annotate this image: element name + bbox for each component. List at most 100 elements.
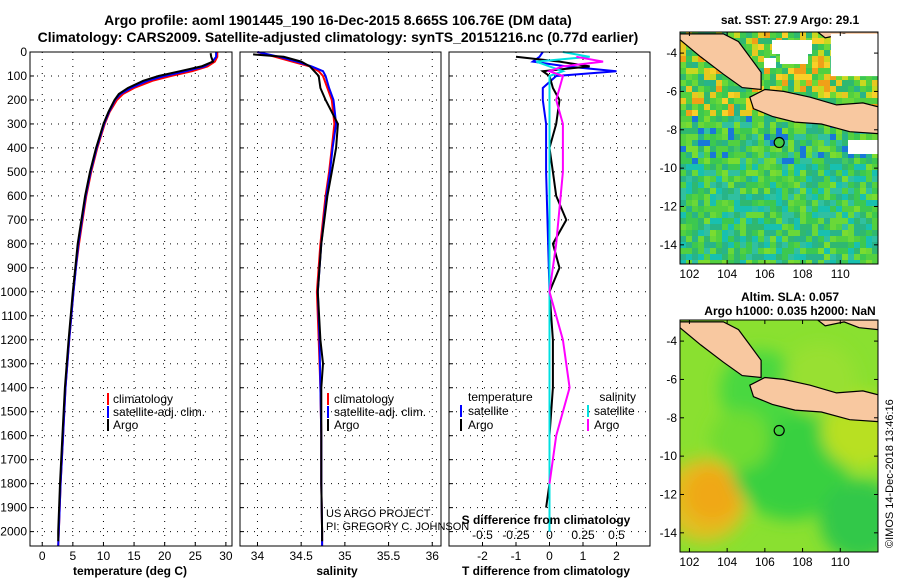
sst-cell [800, 182, 806, 188]
sst-cell [800, 248, 806, 254]
sst-cell [716, 110, 722, 116]
sst-cell [728, 248, 734, 254]
sst-cell [788, 224, 794, 230]
sst-cell [770, 122, 776, 128]
sst-cell [734, 182, 740, 188]
map-y-tick-label: -10 [660, 449, 678, 463]
sla-blob [820, 480, 878, 552]
sst-cell [830, 224, 836, 230]
sst-cell [842, 146, 848, 152]
sst-cell [752, 110, 758, 116]
sst-cell [704, 188, 710, 194]
sst-cell [782, 128, 788, 134]
sst-cell [692, 170, 698, 176]
sst-cell [824, 128, 830, 134]
sst-cell [866, 248, 872, 254]
sst-cell [710, 74, 716, 80]
sst-cell [722, 176, 728, 182]
sst-cell [728, 122, 734, 128]
sst-cell [722, 86, 728, 92]
sst-cell [740, 110, 746, 116]
sst-cell [698, 98, 704, 104]
sst-cell [818, 206, 824, 212]
sst-cell [698, 68, 704, 74]
sst-cell [680, 212, 686, 218]
sst-cell [716, 224, 722, 230]
sst-cell [812, 218, 818, 224]
sst-cell [710, 104, 716, 110]
sst-cell [728, 224, 734, 230]
sst-cell [788, 260, 794, 264]
sst-cell [752, 32, 758, 38]
sst-cell [812, 164, 818, 170]
sst-cell [872, 194, 878, 200]
sst-cell [716, 74, 722, 80]
sst-cell [812, 62, 818, 68]
sst-cell [860, 158, 866, 164]
sst-cell [776, 32, 782, 38]
sst-cell [704, 122, 710, 128]
sst-cell [806, 170, 812, 176]
sst-cell [788, 182, 794, 188]
sst-cell [812, 86, 818, 92]
sst-cell [788, 254, 794, 260]
sst-cell [812, 134, 818, 140]
sst-cell [740, 140, 746, 146]
sst-cell [770, 200, 776, 206]
sst-cell [752, 230, 758, 236]
sst-cell [812, 68, 818, 74]
sst-cell [872, 248, 878, 254]
sst-cell [710, 68, 716, 74]
sst-cell [746, 110, 752, 116]
imos-stamp: ©IMOS 14-Dec-2018 13:46:16 [884, 399, 896, 548]
sst-cell [728, 116, 734, 122]
sst-cell [812, 224, 818, 230]
sst-cell [860, 86, 866, 92]
sst-cell [866, 260, 872, 264]
salinity-panel: 34 34.5 35 35.5 36 [239, 51, 442, 563]
sst-cell [860, 98, 866, 104]
sst-cell [764, 242, 770, 248]
sst-cell [806, 194, 812, 200]
sst-cell [752, 56, 758, 62]
sst-cell [782, 230, 788, 236]
sst-cell [848, 242, 854, 248]
sst-cell [860, 164, 866, 170]
sst-cell [848, 206, 854, 212]
sst-cell [764, 32, 770, 38]
sst-cell [854, 98, 860, 104]
salinity-legend: climatology satellite-adj. clim. Argo [327, 392, 426, 432]
sst-cell [722, 140, 728, 146]
sst-cell [698, 206, 704, 212]
x-tick-label: 2 [613, 549, 620, 563]
sst-cell [770, 242, 776, 248]
x-tick-label: 25 [189, 549, 203, 563]
sst-cell [872, 218, 878, 224]
sst-cell [854, 74, 860, 80]
map-x-tick-label: 104 [717, 267, 737, 281]
x-tick-label: 5 [70, 549, 77, 563]
sst-cell [824, 158, 830, 164]
sst-cell [794, 230, 800, 236]
sst-cell [800, 206, 806, 212]
sst-cell [728, 32, 734, 38]
sst-cell [818, 254, 824, 260]
sst-cell [692, 128, 698, 134]
sst-cell [722, 170, 728, 176]
sst-cell [848, 194, 854, 200]
sst-cell [824, 50, 830, 56]
sst-cell [728, 200, 734, 206]
sst-cell [692, 236, 698, 242]
map-y-tick-label: -6 [666, 372, 677, 386]
sst-cell [788, 128, 794, 134]
sst-cell [746, 134, 752, 140]
sst-cell [704, 116, 710, 122]
sst-cell [872, 176, 878, 182]
sst-cell [818, 74, 824, 80]
missing-data [780, 54, 808, 64]
sst-cell [734, 230, 740, 236]
sst-cell [716, 254, 722, 260]
sst-cell [776, 170, 782, 176]
sst-cell [716, 128, 722, 134]
sst-cell [710, 242, 716, 248]
